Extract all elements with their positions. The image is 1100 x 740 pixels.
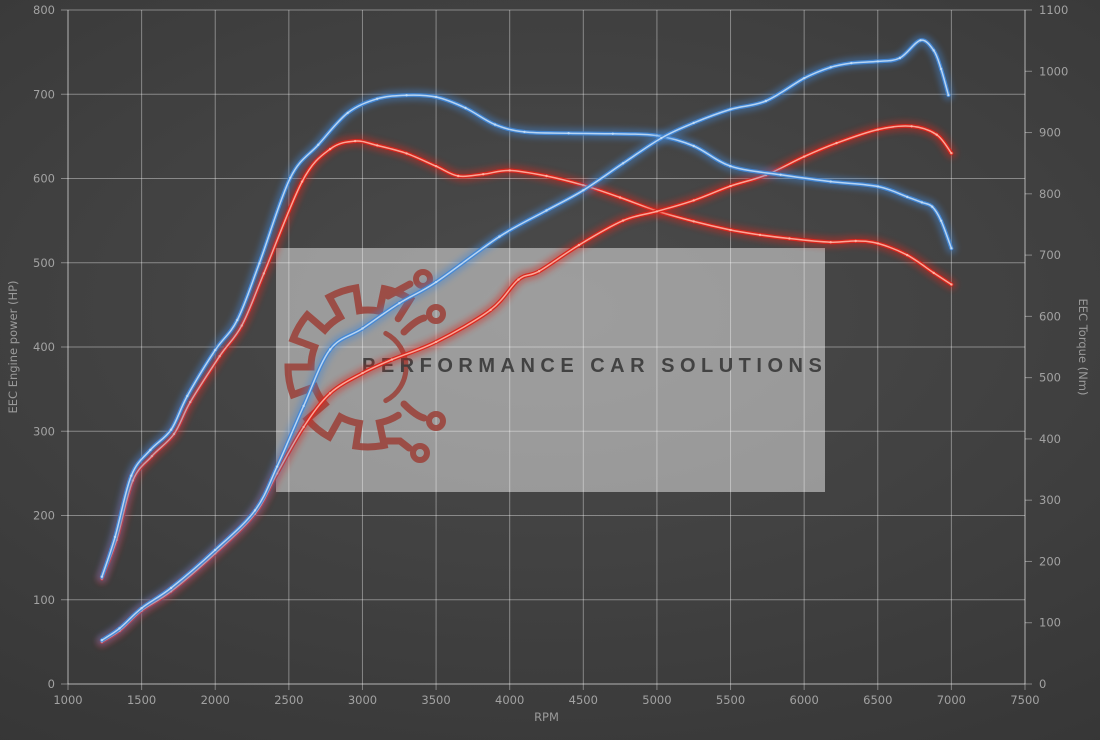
svg-text:600: 600: [1039, 309, 1061, 323]
svg-text:1000: 1000: [53, 693, 82, 707]
x-axis-tick-labels: 1000 1500 2000 2500 3000 3500 4000 4500 5000 5500…: [53, 693, 1039, 707]
svg-text:800: 800: [1039, 187, 1061, 201]
svg-text:500: 500: [1039, 371, 1061, 385]
svg-text:1500: 1500: [127, 693, 156, 707]
right-axis-title: EEC Torque (Nm): [1076, 299, 1090, 396]
svg-text:100: 100: [1039, 616, 1061, 630]
svg-text:7500: 7500: [1010, 693, 1039, 707]
svg-text:200: 200: [1039, 554, 1061, 568]
svg-text:0: 0: [48, 677, 55, 691]
svg-text:1000: 1000: [1039, 64, 1068, 78]
svg-text:700: 700: [33, 87, 55, 101]
svg-text:300: 300: [1039, 493, 1061, 507]
left-axis-tick-labels: 0 100 200 300 400 500 600 700 800: [33, 3, 55, 691]
svg-text:5500: 5500: [716, 693, 745, 707]
svg-text:800: 800: [33, 3, 55, 17]
watermark-brand-text: PERFORMANCE CAR SOLUTIONS: [362, 355, 828, 377]
svg-text:100: 100: [33, 593, 55, 607]
x-axis-title: RPM: [534, 710, 559, 724]
svg-text:400: 400: [33, 340, 55, 354]
watermark: PERFORMANCE CAR SOLUTIONS: [276, 248, 825, 492]
svg-text:3000: 3000: [348, 693, 377, 707]
left-axis-title: EEC Engine power (HP): [6, 280, 20, 413]
svg-text:700: 700: [1039, 248, 1061, 262]
svg-text:0: 0: [1039, 677, 1046, 691]
svg-text:600: 600: [33, 172, 55, 186]
svg-text:7000: 7000: [937, 693, 966, 707]
svg-text:4500: 4500: [569, 693, 598, 707]
svg-text:1100: 1100: [1039, 3, 1068, 17]
svg-text:3500: 3500: [421, 693, 450, 707]
svg-text:200: 200: [33, 509, 55, 523]
svg-text:300: 300: [33, 424, 55, 438]
svg-text:6000: 6000: [790, 693, 819, 707]
svg-text:900: 900: [1039, 126, 1061, 140]
svg-text:6500: 6500: [863, 693, 892, 707]
svg-text:4000: 4000: [495, 693, 524, 707]
svg-text:2000: 2000: [201, 693, 230, 707]
svg-text:400: 400: [1039, 432, 1061, 446]
right-axis-tick-labels: 0 100 200 300 400 500 600 700 800 900 1000 1100: [1039, 3, 1068, 691]
svg-text:2500: 2500: [274, 693, 303, 707]
svg-text:500: 500: [33, 256, 55, 270]
svg-text:5000: 5000: [642, 693, 671, 707]
